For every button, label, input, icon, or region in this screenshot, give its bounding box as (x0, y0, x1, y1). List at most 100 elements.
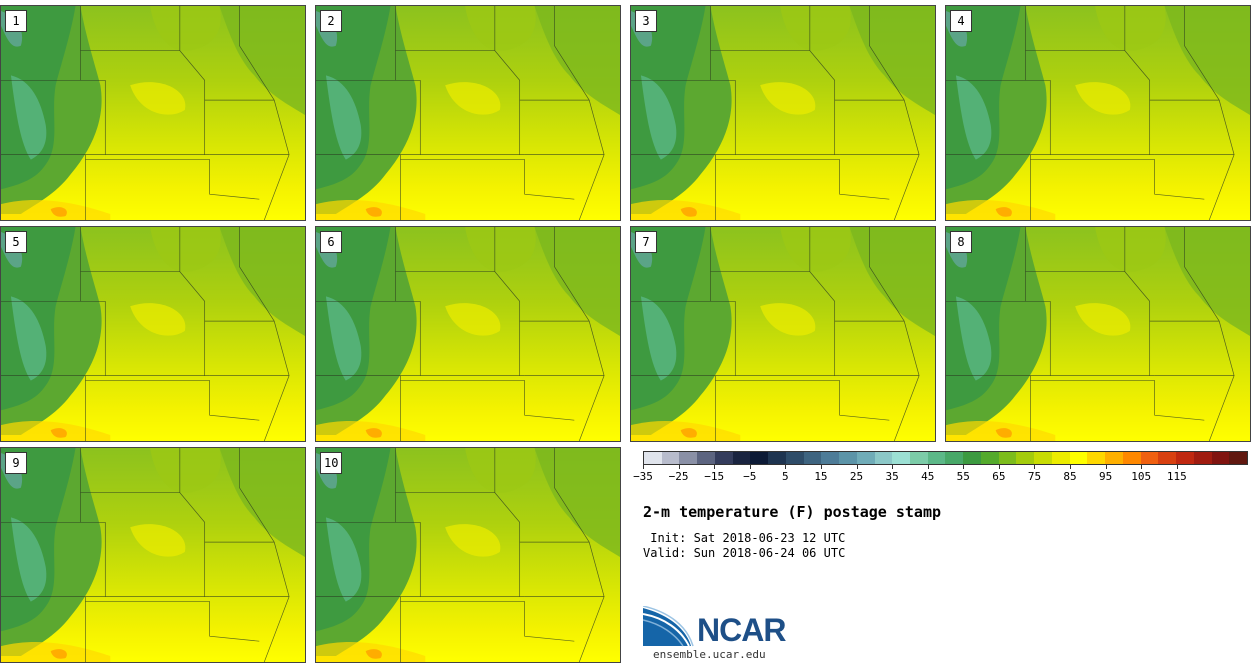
colorbar-segment (1051, 452, 1070, 464)
colorbar-tick-label: 95 (1099, 470, 1113, 483)
member-label: 8 (950, 231, 972, 253)
colorbar-segment (679, 452, 698, 464)
colorbar-segment (892, 452, 911, 464)
colorbar-tick (963, 465, 965, 469)
colorbar-tick-label: 105 (1131, 470, 1152, 483)
colorbar-segment (1105, 452, 1123, 464)
member-label: 6 (320, 231, 342, 253)
colorbar-segment (750, 452, 769, 464)
temperature-map (316, 6, 620, 220)
colorbar-segment (644, 452, 662, 464)
colorbar-tick (1034, 465, 1036, 469)
colorbar-tick (1105, 465, 1107, 469)
colorbar-segment (1140, 452, 1159, 464)
colorbar-segment (1069, 452, 1088, 464)
colorbar-tick-label: 15 (814, 470, 828, 483)
member-label: 9 (5, 452, 27, 474)
colorbar-tick (892, 465, 894, 469)
colorbar-segment (714, 452, 733, 464)
map-panel-6: 6 (315, 226, 621, 442)
colorbar-tick (785, 465, 787, 469)
colorbar-segment (1016, 452, 1035, 464)
map-panel-3: 3 (630, 5, 936, 221)
colorbar-segment (785, 452, 804, 464)
colorbar-tick-label: −15 (704, 470, 725, 483)
colorbar-segment (821, 452, 840, 464)
colorbar-tick (820, 465, 822, 469)
colorbar-tick-label: 65 (992, 470, 1006, 483)
colorbar-tick-label: 45 (921, 470, 935, 483)
colorbar-tick (856, 465, 858, 469)
map-panel-8: 8 (945, 226, 1251, 442)
colorbar-tick-label: 75 (1027, 470, 1042, 483)
colorbar-tick (678, 465, 680, 469)
colorbar-segment (1158, 452, 1177, 464)
colorbar-segment (732, 452, 751, 464)
colorbar-tick-label: −35 (633, 470, 653, 483)
colorbar-segment (839, 452, 857, 464)
temperature-map (946, 6, 1250, 220)
colorbar-segment (1122, 452, 1141, 464)
colorbar-tick (749, 465, 751, 469)
init-time: Init: Sat 2018-06-23 12 UTC (643, 531, 846, 545)
colorbar-tick (998, 465, 1000, 469)
colorbar-ticks: −35 −25 −15 −5 5 15 25 35 45 55 65 75 85 95 105 115 (633, 465, 1248, 485)
colorbar-tick-label: −5 (743, 470, 757, 483)
colorbar-segment (768, 452, 786, 464)
colorbar-segment (910, 452, 928, 464)
member-label: 4 (950, 10, 972, 32)
colorbar-tick-label: 85 (1063, 470, 1077, 483)
colorbar-segment (963, 452, 981, 464)
member-label: 5 (5, 231, 27, 253)
colorbar-segment (1229, 452, 1247, 464)
colorbar-segment (661, 452, 680, 464)
ncar-logo-icon (643, 606, 694, 647)
colorbar-segment (1087, 452, 1106, 464)
colorbar-tick (927, 465, 929, 469)
member-label: 3 (635, 10, 657, 32)
colorbar-segment (980, 452, 999, 464)
colorbar-tick (714, 465, 716, 469)
member-label: 1 (5, 10, 27, 32)
website-url[interactable]: ensemble.ucar.edu (653, 648, 766, 661)
colorbar-segment (1193, 452, 1212, 464)
colorbar-segment (874, 452, 893, 464)
colorbar-tick (1176, 465, 1178, 469)
temperature-map (1, 6, 305, 220)
map-panel-9: 9 (0, 447, 306, 663)
temperature-map (631, 6, 935, 220)
temperature-map (946, 227, 1250, 441)
colorbar-segment (856, 452, 875, 464)
colorbar-tick-label: 35 (885, 470, 899, 483)
colorbar-tick (643, 465, 644, 469)
colorbar-segment (1176, 452, 1194, 464)
temperature-map (1, 448, 305, 662)
colorbar-segment (1211, 452, 1230, 464)
colorbar-tick-label: 5 (782, 470, 789, 483)
colorbar-tick-label: −25 (668, 470, 689, 483)
member-label: 7 (635, 231, 657, 253)
colorbar-segment (927, 452, 946, 464)
member-label: 2 (320, 10, 342, 32)
map-panel-5: 5 (0, 226, 306, 442)
map-panel-10: 10 (315, 447, 621, 663)
temperature-colorbar (643, 451, 1248, 465)
temperature-map (631, 227, 935, 441)
colorbar-segment (697, 452, 715, 464)
map-panel-2: 2 (315, 5, 621, 221)
colorbar-tick-label: 55 (956, 470, 970, 483)
ncar-logo-text: NCAR (697, 612, 786, 648)
map-panel-7: 7 (630, 226, 936, 442)
member-label: 10 (320, 452, 343, 474)
colorbar-tick (1141, 465, 1143, 469)
colorbar-tick (1070, 465, 1072, 469)
colorbar-segment (1034, 452, 1052, 464)
colorbar-segment (803, 452, 822, 464)
colorbar-tick-label: 115 (1166, 470, 1187, 483)
colorbar-segment (945, 452, 964, 464)
temperature-map (316, 448, 620, 662)
colorbar-segment (998, 452, 1017, 464)
valid-time: Valid: Sun 2018-06-24 06 UTC (643, 546, 846, 560)
map-panel-4: 4 (945, 5, 1251, 221)
temperature-map (316, 227, 620, 441)
